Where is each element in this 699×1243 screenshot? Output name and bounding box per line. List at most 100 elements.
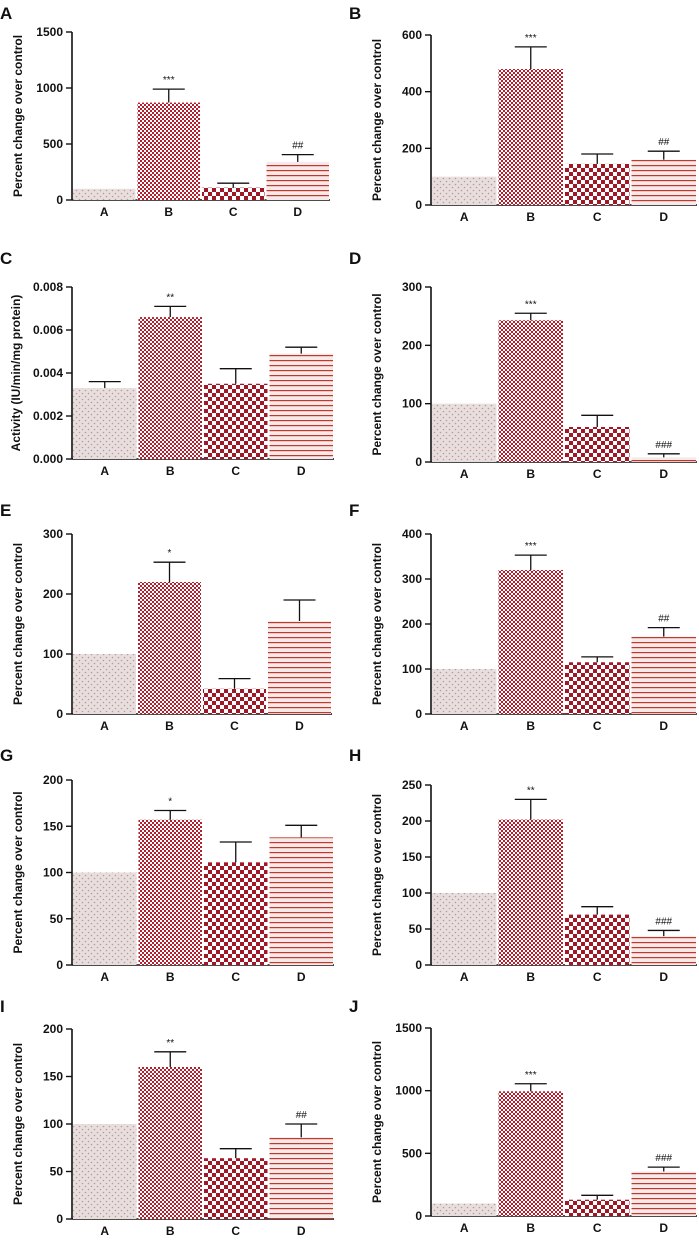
x-tick-label: C [593, 467, 602, 481]
panel-letter: C [0, 249, 13, 268]
bar-b [138, 1067, 202, 1219]
bar-c [565, 163, 630, 205]
panel-a: A 0 500 1000 1500 Percent change over contro… [0, 0, 345, 230]
bar-b [498, 320, 563, 462]
y-tick-label: 100 [402, 886, 422, 900]
significance-label: ** [166, 1038, 174, 1049]
bar-d [631, 936, 696, 965]
panel-letter: H [349, 746, 362, 765]
bar-a [432, 403, 497, 462]
bar-a [432, 669, 497, 714]
bar-chart-g: 0 50 100 150 200 Percent change over control A… [11, 773, 334, 984]
significance-label: ** [527, 785, 535, 796]
x-tick-label: A [460, 1221, 469, 1235]
bar-b [498, 570, 563, 714]
y-tick-label: 50 [50, 912, 64, 926]
y-tick-label: 200 [402, 617, 422, 631]
x-tick-label: A [100, 1224, 109, 1238]
significance-label: *** [525, 541, 537, 552]
x-tick-label: C [231, 1224, 240, 1238]
x-tick-label: D [295, 719, 304, 733]
bar-d [631, 636, 696, 714]
bar-a [73, 188, 136, 200]
x-tick-label: D [297, 464, 306, 478]
x-tick-label: A [100, 205, 109, 219]
x-tick-label: D [297, 970, 306, 984]
panel-e: E 0 100 200 300 Percent change over control A… [0, 497, 345, 733]
significance-label: ## [292, 141, 304, 152]
significance-label: ## [658, 137, 670, 148]
significance-label: ### [655, 1153, 672, 1164]
y-tick-label: 300 [402, 280, 422, 294]
panel-letter: E [0, 501, 12, 520]
panel-j: J 0 500 1000 1500 Percent change over contro… [349, 993, 699, 1243]
significance-label: *** [163, 75, 175, 86]
y-tick-label: 0 [415, 198, 422, 212]
x-tick-label: A [460, 467, 469, 481]
y-tick-label: 200 [43, 1022, 63, 1036]
bar-chart-i: 0 50 100 150 200 Percent change over control A… [11, 1022, 334, 1238]
panel-letter: F [349, 501, 360, 520]
bar-chart-b: 0 200 400 600 Percent change over control A **… [370, 28, 697, 224]
x-tick-label: C [229, 205, 238, 219]
bar-b [498, 1091, 563, 1216]
x-tick-label: D [293, 205, 302, 219]
x-tick-label: B [526, 970, 535, 984]
x-tick-label: D [659, 970, 668, 984]
y-tick-label: 0 [415, 1209, 422, 1223]
y-tick-label: 400 [402, 85, 422, 99]
significance-label: *** [525, 1070, 537, 1081]
significance-label: *** [525, 299, 537, 310]
x-tick-label: B [526, 210, 535, 224]
y-tick-label: 200 [43, 773, 63, 787]
panel-letter: J [349, 997, 359, 1016]
y-tick-label: 200 [402, 814, 422, 828]
x-tick-label: B [164, 205, 173, 219]
bar-chart-h: 0 50 100 150 200 250 Percent change over contr… [370, 778, 697, 984]
panel-f: F 0 100 200 300 400 Percent change over contr… [349, 497, 699, 733]
panel-letter: A [0, 4, 13, 23]
bar-d [631, 457, 696, 462]
y-tick-label: 1000 [36, 81, 63, 95]
bar-chart-j: 0 500 1000 1500 Percent change over control A… [370, 1021, 697, 1235]
bar-a [73, 654, 136, 714]
bar-d [266, 161, 329, 200]
bar-chart-e: 0 100 200 300 Percent change over control A * B… [11, 527, 332, 733]
bar-b [498, 819, 563, 965]
y-tick-label: 1500 [395, 1021, 422, 1035]
y-axis-label: Percent change over control [370, 293, 384, 455]
x-tick-label: A [100, 464, 109, 478]
y-tick-label: 0 [56, 707, 63, 721]
x-tick-label: D [659, 1221, 668, 1235]
bar-b [138, 819, 202, 965]
bar-b [138, 317, 202, 459]
y-tick-label: 200 [402, 338, 422, 352]
bar-c [565, 427, 630, 462]
y-tick-label: 0 [415, 707, 422, 721]
bar-b [498, 69, 563, 205]
y-axis-label: Percent change over control [370, 794, 384, 956]
bar-c [202, 187, 265, 200]
significance-label: ## [658, 614, 670, 625]
panel-letter: G [0, 746, 14, 765]
bar-a [432, 893, 497, 965]
x-tick-label: C [231, 970, 240, 984]
x-tick-label: C [231, 464, 240, 478]
bar-a [73, 1124, 137, 1219]
x-tick-label: A [460, 210, 469, 224]
bar-c [565, 914, 630, 965]
panel-letter: I [0, 997, 5, 1016]
x-tick-label: C [230, 719, 239, 733]
bar-a [432, 1203, 497, 1216]
y-axis-label: Percent change over control [370, 39, 384, 201]
y-tick-label: 0.002 [33, 409, 63, 423]
y-tick-label: 0 [56, 1212, 63, 1226]
bar-b [138, 582, 201, 714]
bar-c [203, 688, 266, 714]
y-tick-label: 200 [43, 587, 63, 601]
bar-a [432, 176, 497, 205]
bar-chart-c: 0.000 0.002 0.004 0.006 0.008 Activity (IU/mi… [9, 280, 334, 478]
y-tick-label: 150 [43, 1070, 63, 1084]
x-tick-label: A [460, 970, 469, 984]
y-axis-label: Activity (IU/min/mg protein) [9, 295, 23, 452]
